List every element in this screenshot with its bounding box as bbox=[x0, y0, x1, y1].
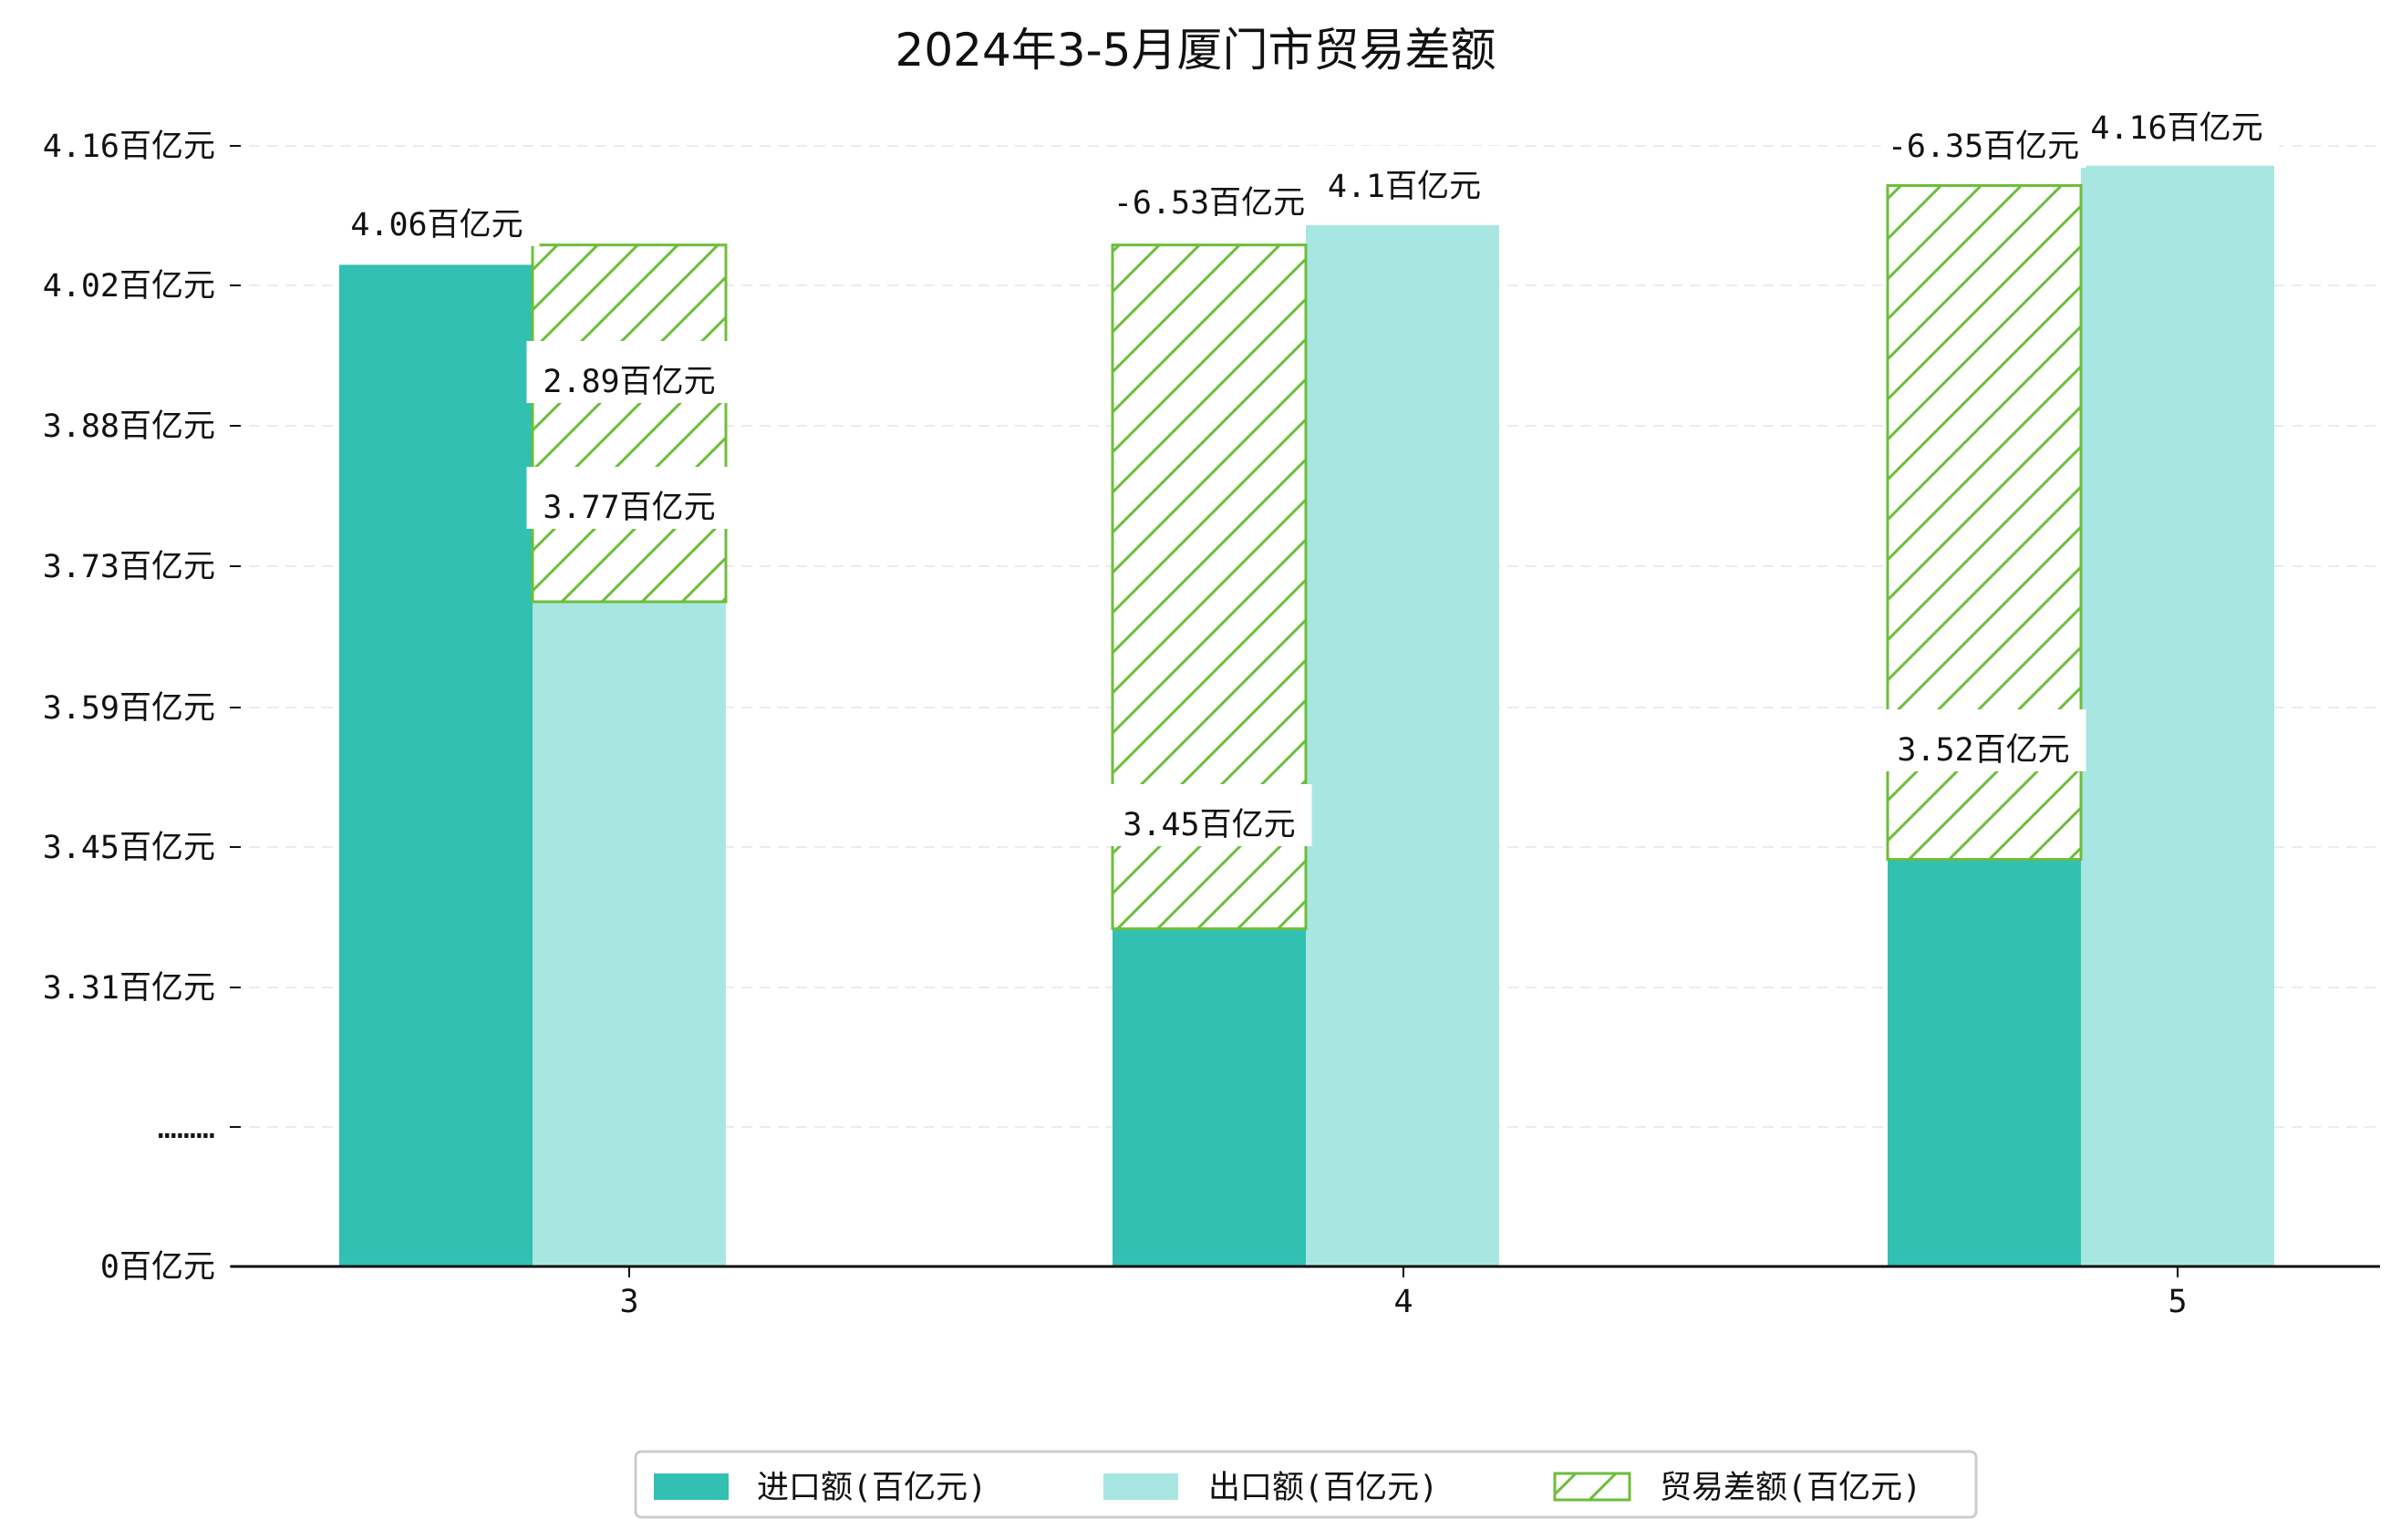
legend-swatch-import bbox=[654, 1473, 729, 1500]
data-label-export: 4.1百亿元 bbox=[1301, 146, 1507, 208]
x-tick-label: 3 bbox=[619, 1284, 638, 1320]
data-label-import: 3.45百亿元 bbox=[1106, 784, 1312, 846]
x-tick-label: 4 bbox=[1393, 1284, 1413, 1320]
bar-export bbox=[1306, 224, 1499, 1267]
label-text: 4.16百亿元 bbox=[2090, 110, 2262, 147]
chart-title: 2024年3-5月厦门市贸易差额 bbox=[895, 24, 1496, 77]
label-text: -6.35百亿元 bbox=[1888, 129, 2079, 165]
y-tick-label: 3.88百亿元 bbox=[43, 408, 215, 445]
label-text: 3.52百亿元 bbox=[1897, 732, 2069, 769]
label-box bbox=[334, 184, 540, 246]
label-text: 4.1百亿元 bbox=[1328, 169, 1481, 205]
data-label-balance: -6.53百亿元 bbox=[1106, 162, 1312, 224]
y-tick-label: 4.02百亿元 bbox=[43, 268, 215, 305]
y-tick-label: ……… bbox=[158, 1110, 215, 1146]
label-box bbox=[2074, 88, 2280, 150]
bar-import bbox=[1113, 928, 1306, 1266]
y-tick-label: 3.59百亿元 bbox=[43, 690, 215, 727]
legend-label-import: 进口额(百亿元) bbox=[757, 1470, 987, 1506]
label-box bbox=[1880, 106, 2086, 168]
y-tick-label: 3.45百亿元 bbox=[43, 830, 215, 866]
label-box bbox=[1106, 162, 1312, 224]
legend-label-balance: 贸易差额(百亿元) bbox=[1660, 1470, 1921, 1506]
legend-swatch-export bbox=[1103, 1473, 1178, 1500]
label-box bbox=[526, 341, 732, 403]
data-labels: 4.06百亿元 3.45百亿元 3.52百亿元 3.77百亿元 4.1百亿元 4.16百亿… bbox=[334, 88, 2280, 846]
legend-label-export: 出口额(百亿元) bbox=[1208, 1470, 1438, 1506]
axes: 0百亿元 ……… 3.31百亿元 3.45百亿元 3.59百亿元 3.73百亿元 3.88百… bbox=[43, 129, 2380, 1320]
y-tick-label: 4.16百亿元 bbox=[43, 129, 215, 165]
data-label-balance: -6.35百亿元 bbox=[1880, 106, 2086, 168]
label-box bbox=[526, 467, 732, 529]
legend-swatch-balance bbox=[1553, 1472, 1631, 1502]
label-box bbox=[1106, 784, 1312, 846]
y-tick-label: 3.31百亿元 bbox=[43, 970, 215, 1007]
legend-box bbox=[634, 1450, 1978, 1519]
bar-export bbox=[533, 601, 726, 1266]
bar-import bbox=[339, 264, 533, 1266]
bar-export bbox=[2081, 165, 2274, 1266]
data-label-balance: 2.89百亿元 bbox=[526, 341, 732, 403]
label-box bbox=[1301, 146, 1507, 208]
data-label-export: 4.16百亿元 bbox=[2074, 88, 2280, 150]
label-text: 3.77百亿元 bbox=[543, 490, 715, 526]
bar-import bbox=[1888, 859, 2081, 1266]
label-text: 4.06百亿元 bbox=[350, 207, 523, 243]
data-label-import: 3.52百亿元 bbox=[1880, 709, 2086, 771]
legend: 进口额(百亿元) 出口额(百亿元) 贸易差额(百亿元) bbox=[634, 1450, 1978, 1519]
data-label-import: 4.06百亿元 bbox=[334, 184, 540, 246]
data-label-export: 3.77百亿元 bbox=[526, 467, 732, 529]
y-tick-label: 0百亿元 bbox=[100, 1249, 215, 1286]
x-tick-label: 5 bbox=[2168, 1284, 2187, 1320]
label-text: 3.45百亿元 bbox=[1123, 807, 1295, 843]
label-box bbox=[1880, 709, 2086, 771]
label-text: -6.53百亿元 bbox=[1113, 185, 1305, 222]
bar-balance bbox=[531, 243, 728, 604]
label-text: 2.89百亿元 bbox=[543, 364, 715, 400]
y-tick-label: 3.73百亿元 bbox=[43, 549, 215, 585]
